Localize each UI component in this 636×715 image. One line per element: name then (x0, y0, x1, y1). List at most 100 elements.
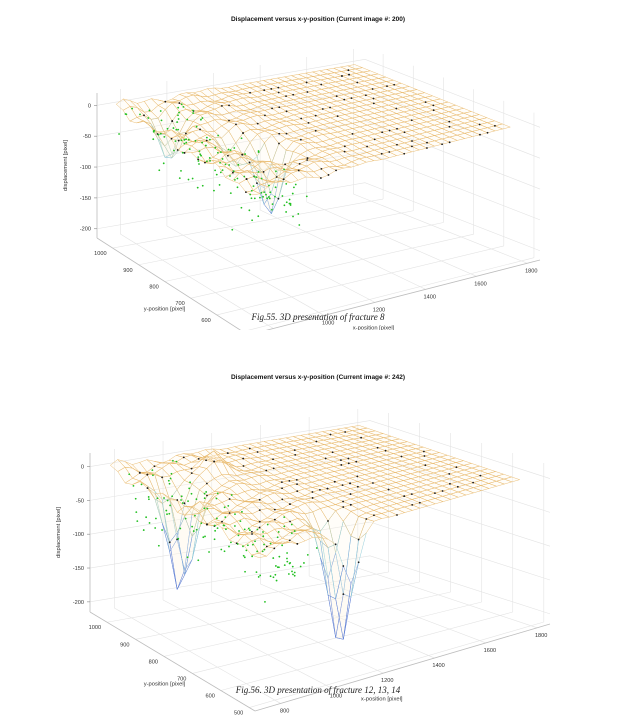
marker-point (260, 191, 263, 194)
marker-point (185, 138, 187, 141)
marker-point (356, 475, 359, 478)
marker-point (146, 473, 149, 476)
marker-point (253, 175, 256, 178)
marker-point (235, 123, 237, 126)
marker-point (148, 109, 151, 112)
marker-point (237, 163, 240, 166)
marker-point (272, 557, 275, 559)
marker-point (286, 552, 288, 554)
marker-point (256, 550, 259, 553)
marker-point (203, 492, 206, 495)
marker-point (251, 555, 254, 558)
figure-caption: Fig.55. 3D presentation of fracture 8 (251, 312, 385, 322)
marker-point (205, 491, 208, 493)
marker-point (366, 145, 368, 148)
marker-point (479, 133, 481, 136)
marker-point (181, 502, 184, 504)
marker-point (234, 525, 236, 527)
marker-point (342, 593, 345, 596)
marker-point (295, 478, 298, 481)
marker-point (174, 140, 177, 143)
marker-point (231, 228, 234, 231)
marker-point (159, 110, 162, 112)
marker-point (198, 150, 201, 153)
marker-point (163, 135, 166, 138)
marker-point (242, 545, 244, 548)
marker-point (282, 178, 285, 181)
marker-point (221, 158, 224, 160)
marker-point (257, 170, 260, 173)
marker-point (205, 459, 207, 462)
marker-point (172, 459, 174, 462)
marker-point (248, 447, 251, 450)
marker-point (286, 560, 289, 563)
marker-point (152, 130, 155, 133)
marker-point (248, 529, 251, 532)
marker-point (189, 481, 191, 484)
marker-point (372, 97, 375, 100)
marker-point (179, 527, 182, 530)
marker-point (277, 531, 280, 533)
marker-point (258, 509, 261, 512)
marker-point (169, 504, 171, 507)
marker-point (426, 147, 428, 149)
marker-point (159, 132, 162, 135)
markers (118, 69, 496, 231)
marker-point (208, 138, 211, 141)
marker-point (246, 544, 249, 547)
marker-point (197, 156, 200, 159)
x-tick-label: 1800 (535, 633, 547, 639)
marker-point (373, 138, 376, 141)
marker-point (396, 143, 398, 146)
marker-point (185, 141, 188, 144)
marker-point (220, 151, 222, 154)
marker-point (264, 600, 266, 603)
marker-point (315, 440, 318, 443)
marker-point (187, 500, 189, 503)
z-tick-label: -150 (80, 196, 91, 202)
marker-point (249, 91, 251, 94)
marker-point (263, 191, 266, 194)
marker-point (205, 136, 208, 139)
marker-point (251, 543, 254, 546)
marker-point (154, 527, 157, 529)
axis-line (89, 611, 256, 712)
marker-point (281, 487, 283, 490)
marker-point (335, 169, 337, 172)
marker-point (372, 102, 375, 105)
marker-point (217, 134, 220, 137)
floor-gridline (260, 583, 435, 659)
marker-point (320, 177, 322, 179)
marker-point (208, 551, 210, 553)
marker-point (349, 493, 352, 495)
y-tick-label: 900 (120, 642, 129, 648)
marker-point (170, 137, 173, 140)
marker-point (341, 484, 344, 487)
marker-point (355, 460, 358, 463)
marker-point (247, 527, 250, 530)
marker-point (176, 121, 179, 123)
marker-point (258, 520, 261, 523)
marker-point (195, 498, 198, 501)
marker-point (281, 544, 284, 547)
marker-point (449, 482, 451, 485)
marker-point (162, 162, 165, 165)
marker-point (285, 211, 288, 213)
marker-point (293, 186, 295, 189)
marker-point (258, 526, 261, 529)
x-tick-label: 1200 (381, 678, 393, 684)
marker-point (161, 529, 163, 531)
marker-point (343, 145, 346, 148)
marker-point (166, 127, 169, 130)
marker-point (215, 173, 218, 176)
marker-point (265, 545, 268, 548)
marker-point (152, 138, 155, 141)
marker-point (170, 472, 173, 475)
marker-point (250, 189, 253, 192)
marker-point (157, 544, 160, 547)
z-tick-label: -100 (73, 532, 84, 538)
marker-point (203, 497, 206, 500)
marker-point (195, 125, 198, 128)
marker-point (213, 189, 215, 192)
floor-gridline (249, 621, 544, 708)
